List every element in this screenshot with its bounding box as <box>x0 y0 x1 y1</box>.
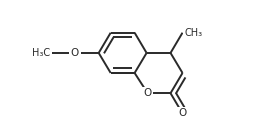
Text: CH₃: CH₃ <box>184 28 202 38</box>
Text: H₃C: H₃C <box>32 48 50 58</box>
Text: O: O <box>178 109 187 118</box>
Text: CH₃: CH₃ <box>184 28 202 38</box>
Text: O: O <box>144 88 152 98</box>
Text: O: O <box>71 48 79 58</box>
Text: O: O <box>71 48 79 58</box>
Text: O: O <box>178 109 187 118</box>
Text: H₃C: H₃C <box>32 48 50 58</box>
Text: O: O <box>144 88 152 98</box>
